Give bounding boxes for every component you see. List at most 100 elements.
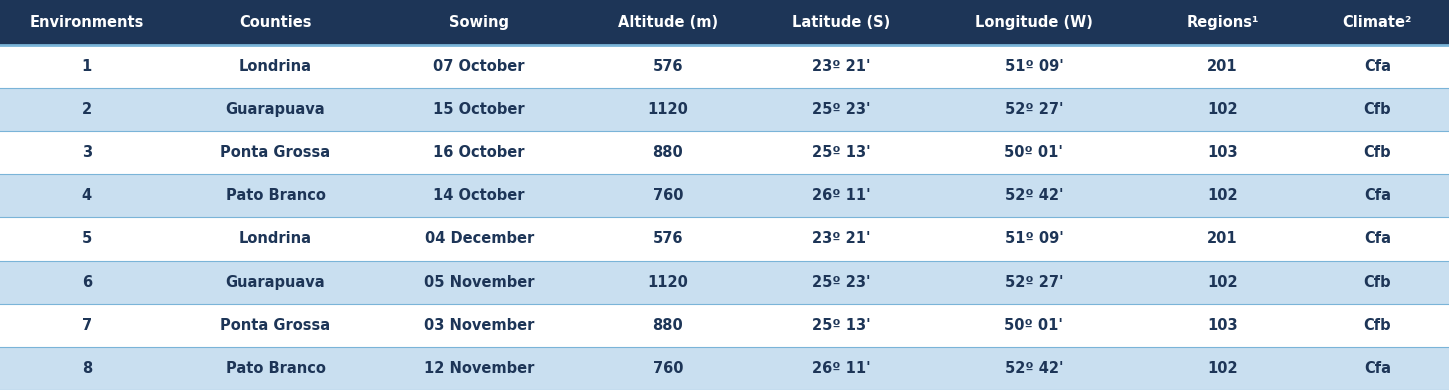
Bar — [377, 218, 581, 261]
Bar — [755, 131, 929, 174]
Text: 576: 576 — [652, 232, 682, 246]
Bar — [1306, 174, 1449, 218]
Text: Cfb: Cfb — [1364, 275, 1391, 290]
Text: 23º 21': 23º 21' — [813, 59, 871, 74]
Bar — [174, 174, 377, 218]
Text: Ponta Grossa: Ponta Grossa — [220, 318, 330, 333]
Text: Longitude (W): Longitude (W) — [975, 15, 1093, 30]
Text: Climate²: Climate² — [1343, 15, 1411, 30]
Bar — [0, 218, 174, 261]
Bar — [377, 304, 581, 347]
Text: 05 November: 05 November — [425, 275, 535, 290]
Bar — [0, 174, 174, 218]
Text: 16 October: 16 October — [433, 145, 525, 160]
Bar — [174, 0, 377, 45]
Bar — [174, 304, 377, 347]
Bar — [1306, 218, 1449, 261]
Text: 102: 102 — [1207, 361, 1237, 376]
Bar — [1306, 88, 1449, 131]
Text: 25º 23': 25º 23' — [813, 102, 871, 117]
Text: 07 October: 07 October — [433, 59, 525, 74]
Text: 52º 42': 52º 42' — [1004, 361, 1064, 376]
Bar — [377, 45, 581, 88]
Text: 5: 5 — [81, 232, 91, 246]
Text: 576: 576 — [652, 59, 682, 74]
Bar — [755, 304, 929, 347]
Bar — [581, 218, 755, 261]
Bar — [1139, 0, 1306, 45]
Bar — [377, 0, 581, 45]
Bar — [174, 131, 377, 174]
Bar — [929, 261, 1139, 304]
Bar — [929, 304, 1139, 347]
Text: 26º 11': 26º 11' — [811, 361, 871, 376]
Text: 23º 21': 23º 21' — [813, 232, 871, 246]
Text: 52º 42': 52º 42' — [1004, 188, 1064, 203]
Bar — [1139, 347, 1306, 390]
Bar — [377, 261, 581, 304]
Text: 51º 09': 51º 09' — [1004, 59, 1064, 74]
Bar — [1306, 347, 1449, 390]
Text: Guarapuava: Guarapuava — [226, 102, 325, 117]
Text: 2: 2 — [81, 102, 91, 117]
Text: Cfa: Cfa — [1364, 361, 1391, 376]
Bar — [1139, 304, 1306, 347]
Text: 50º 01': 50º 01' — [1004, 145, 1064, 160]
Bar — [1306, 304, 1449, 347]
Bar — [755, 218, 929, 261]
Text: Cfb: Cfb — [1364, 318, 1391, 333]
Text: 760: 760 — [652, 188, 682, 203]
Text: 3: 3 — [81, 145, 91, 160]
Bar — [0, 347, 174, 390]
Bar — [174, 347, 377, 390]
Bar — [1306, 261, 1449, 304]
Bar — [755, 261, 929, 304]
Bar — [755, 45, 929, 88]
Text: 880: 880 — [652, 145, 684, 160]
Bar — [581, 304, 755, 347]
Bar — [929, 0, 1139, 45]
Text: 760: 760 — [652, 361, 682, 376]
Text: 50º 01': 50º 01' — [1004, 318, 1064, 333]
Text: Altitude (m): Altitude (m) — [617, 15, 717, 30]
Bar — [929, 45, 1139, 88]
Text: 15 October: 15 October — [433, 102, 525, 117]
Bar — [1139, 131, 1306, 174]
Text: 04 December: 04 December — [425, 232, 533, 246]
Text: Guarapuava: Guarapuava — [226, 275, 325, 290]
Bar — [174, 88, 377, 131]
Text: 14 October: 14 October — [433, 188, 525, 203]
Text: Latitude (S): Latitude (S) — [793, 15, 891, 30]
Bar — [0, 261, 174, 304]
Bar — [929, 174, 1139, 218]
Text: Pato Branco: Pato Branco — [226, 361, 326, 376]
Text: 25º 13': 25º 13' — [811, 145, 871, 160]
Text: 1120: 1120 — [648, 102, 688, 117]
Text: 102: 102 — [1207, 188, 1237, 203]
Bar — [755, 174, 929, 218]
Bar — [174, 218, 377, 261]
Text: Cfb: Cfb — [1364, 145, 1391, 160]
Text: 103: 103 — [1207, 318, 1237, 333]
Bar — [377, 131, 581, 174]
Text: 51º 09': 51º 09' — [1004, 232, 1064, 246]
Bar — [174, 45, 377, 88]
Text: 25º 23': 25º 23' — [813, 275, 871, 290]
Text: Londrina: Londrina — [239, 232, 312, 246]
Text: 201: 201 — [1207, 232, 1237, 246]
Bar — [581, 0, 755, 45]
Text: 03 November: 03 November — [425, 318, 535, 333]
Bar — [1139, 218, 1306, 261]
Text: Sowing: Sowing — [449, 15, 509, 30]
Text: 103: 103 — [1207, 145, 1237, 160]
Bar — [0, 45, 174, 88]
Text: Cfa: Cfa — [1364, 232, 1391, 246]
Bar — [0, 304, 174, 347]
Bar — [581, 347, 755, 390]
Text: 880: 880 — [652, 318, 684, 333]
Bar — [581, 45, 755, 88]
Bar — [581, 88, 755, 131]
Text: 25º 13': 25º 13' — [811, 318, 871, 333]
Text: Counties: Counties — [239, 15, 312, 30]
Bar — [929, 88, 1139, 131]
